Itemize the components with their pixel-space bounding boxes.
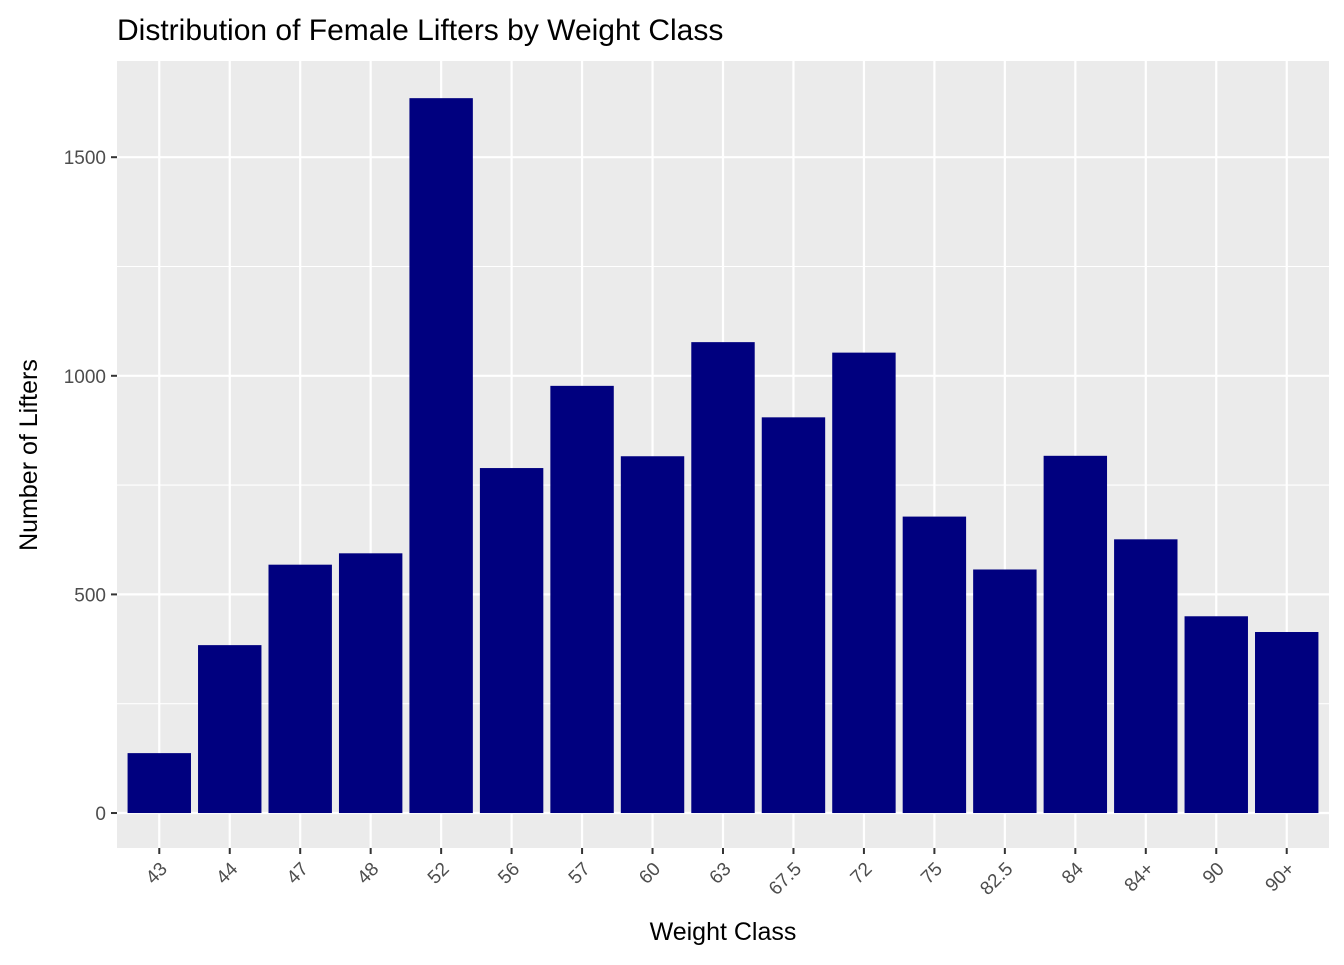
bar-82.5 (973, 569, 1037, 814)
y-tick-label: 1500 (64, 148, 106, 169)
bar-84 (1043, 455, 1108, 814)
x-axis: 43 44 47 48 52 56 57 60 63 67.5 72 75 82.5 84 84+ 90 90+ (142, 848, 1299, 900)
x-tick-label: 72 (847, 859, 877, 889)
x-tick-label: 48 (353, 859, 383, 889)
bar-43 (127, 753, 191, 814)
bar-56 (479, 468, 544, 814)
bar-75 (902, 516, 967, 814)
bar-47 (268, 564, 332, 814)
bar-52 (409, 98, 473, 814)
bar-63 (691, 342, 755, 814)
bar-67.5 (761, 417, 826, 814)
bar-57 (550, 385, 614, 814)
x-tick-label: 63 (706, 859, 736, 889)
x-tick-label: 43 (142, 859, 172, 889)
x-tick-label: 47 (283, 859, 313, 889)
bar-84+ (1114, 539, 1178, 814)
y-axis: 0 500 1000 1500 (64, 148, 117, 825)
x-tick-label: 84 (1058, 858, 1088, 888)
x-tick-label: 44 (212, 858, 242, 888)
x-axis-title: Weight Class (650, 918, 797, 946)
bar-44 (198, 645, 262, 814)
x-tick-label: 75 (917, 859, 947, 889)
x-tick-label: 60 (635, 859, 665, 889)
chart-title: Distribution of Female Lifters by Weight… (117, 14, 723, 47)
x-tick-label: 90+ (1262, 859, 1300, 897)
x-tick-label: 82.5 (976, 859, 1017, 900)
y-tick-label: 0 (95, 804, 106, 825)
y-tick-label: 500 (74, 585, 106, 606)
bar-48 (338, 553, 403, 814)
x-tick-label: 57 (565, 859, 595, 889)
bar-72 (832, 352, 896, 814)
x-tick-label: 84+ (1121, 859, 1159, 897)
bars (127, 98, 1319, 814)
x-tick-label: 67.5 (765, 859, 806, 900)
y-axis-title: Number of Lifters (15, 359, 43, 551)
bar-90 (1184, 616, 1248, 814)
x-tick-label: 90 (1199, 859, 1229, 889)
x-tick-label: 56 (494, 859, 524, 889)
x-tick-label: 52 (424, 859, 454, 889)
bar-90+ (1255, 632, 1319, 814)
y-tick-label: 1000 (64, 367, 106, 388)
bar-60 (620, 456, 685, 814)
